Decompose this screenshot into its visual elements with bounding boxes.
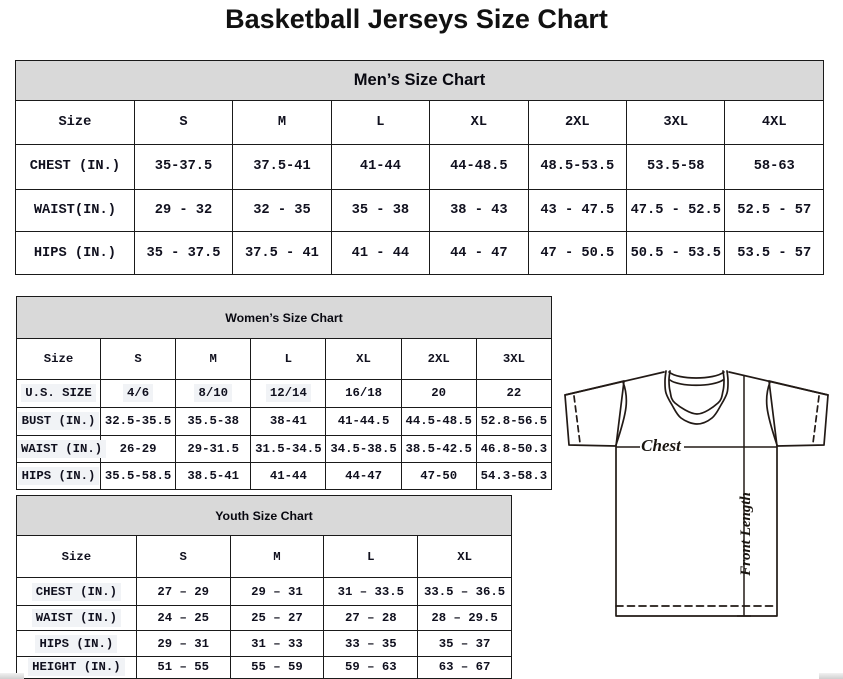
svg-text:Front Length: Front Length (738, 492, 754, 577)
svg-text:Chest: Chest (641, 436, 682, 455)
